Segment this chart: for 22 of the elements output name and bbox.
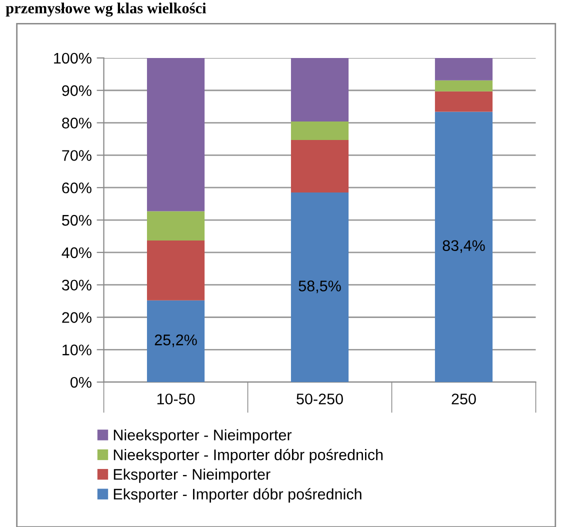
chart-title: przemysłowe wg klas wielkości: [6, 2, 206, 17]
data-label: 25,2%: [154, 334, 197, 348]
y-tick-label: 80%: [62, 118, 92, 128]
y-tick-label: 60%: [62, 182, 92, 194]
y-tick-label: 0%: [70, 376, 92, 388]
y-tick-label: 20%: [62, 312, 92, 323]
y-tick-label: 100%: [54, 52, 92, 64]
y-tick-label: 50%: [62, 214, 92, 226]
legend-label: Eksporter - Importer dóbr pośrednich: [114, 488, 362, 503]
x-tick-label: 50-250: [296, 394, 343, 404]
y-tick-label: 70%: [62, 150, 92, 161]
y-tick-label: 30%: [62, 280, 92, 291]
x-tick-label: 10-50: [157, 394, 195, 404]
y-tick-label: 10%: [62, 344, 92, 356]
legend-label: Nieeksporter - Nieimporter: [114, 429, 292, 444]
legend-label: Eksporter - Nieimporter: [114, 468, 270, 483]
x-tick-label: 250: [452, 394, 476, 404]
data-label: 58,5%: [298, 280, 341, 294]
legend-label: Nieeksporter - Importer dóbr pośrednich: [114, 448, 383, 464]
data-label: 83,4%: [442, 240, 485, 253]
y-tick-label: 90%: [62, 85, 92, 96]
y-tick-label: 40%: [62, 247, 92, 258]
